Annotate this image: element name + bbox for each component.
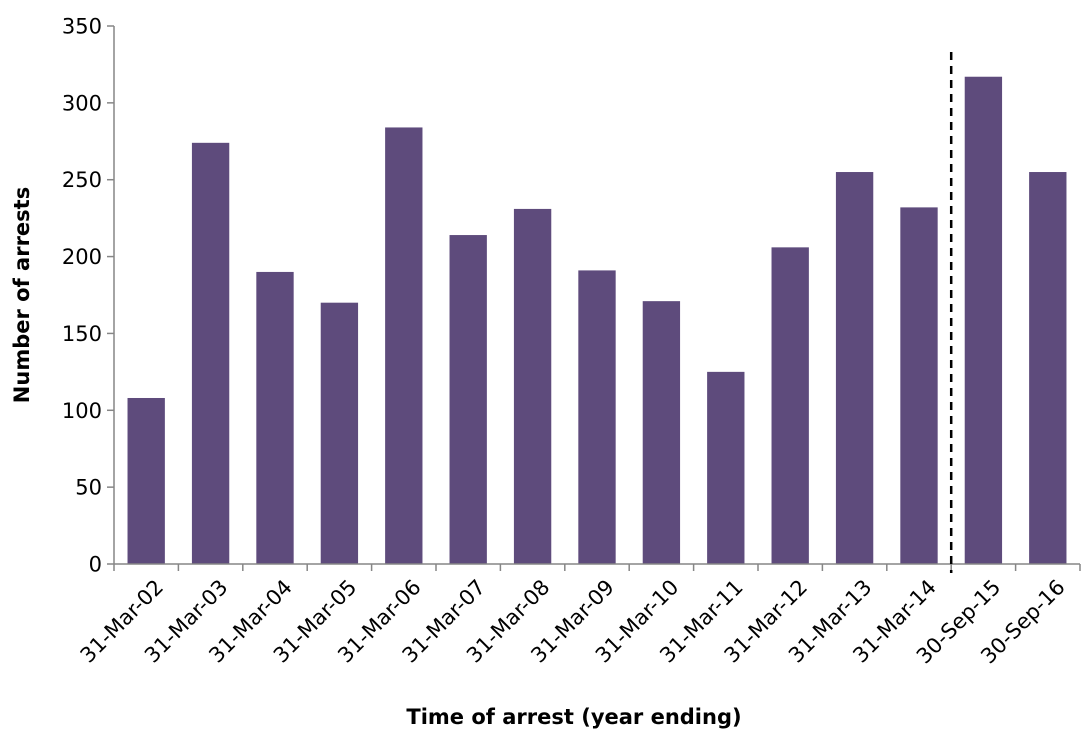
bar-31-Mar-06 [385, 127, 423, 564]
bar-31-Mar-03 [191, 142, 230, 564]
y-tick-label: 300 [62, 91, 102, 115]
y-tick-label: 250 [62, 168, 102, 192]
bar-31-Mar-08 [513, 208, 552, 565]
bar-31-Mar-11 [707, 371, 745, 564]
y-tick-label: 200 [62, 245, 102, 269]
bar-31-Mar-09 [578, 270, 616, 564]
bar-31-Mar-05 [320, 302, 359, 564]
bars-group [127, 76, 1067, 565]
bar-30-Sep-16 [1029, 172, 1067, 564]
bar-31-Mar-14 [900, 207, 938, 564]
bar-31-Mar-12 [771, 247, 809, 564]
axes-group [113, 26, 1080, 565]
y-tick-label: 350 [62, 15, 102, 39]
bar-30-Sep-15 [964, 76, 1003, 564]
y-tick-label: 150 [62, 322, 102, 346]
y-tick-label: 50 [75, 476, 102, 500]
bar-31-Mar-07 [449, 235, 487, 565]
bar-31-Mar-02 [127, 397, 165, 564]
y-tick-label: 100 [62, 399, 102, 423]
bar-31-Mar-04 [256, 271, 294, 564]
bar-31-Mar-10 [642, 301, 681, 564]
x-axis-title: Time of arrest (year ending) [406, 705, 741, 729]
bar-31-Mar-13 [835, 172, 874, 564]
y-tick-label: 0 [89, 553, 102, 577]
y-axis-title: Number of arrests [10, 187, 34, 403]
